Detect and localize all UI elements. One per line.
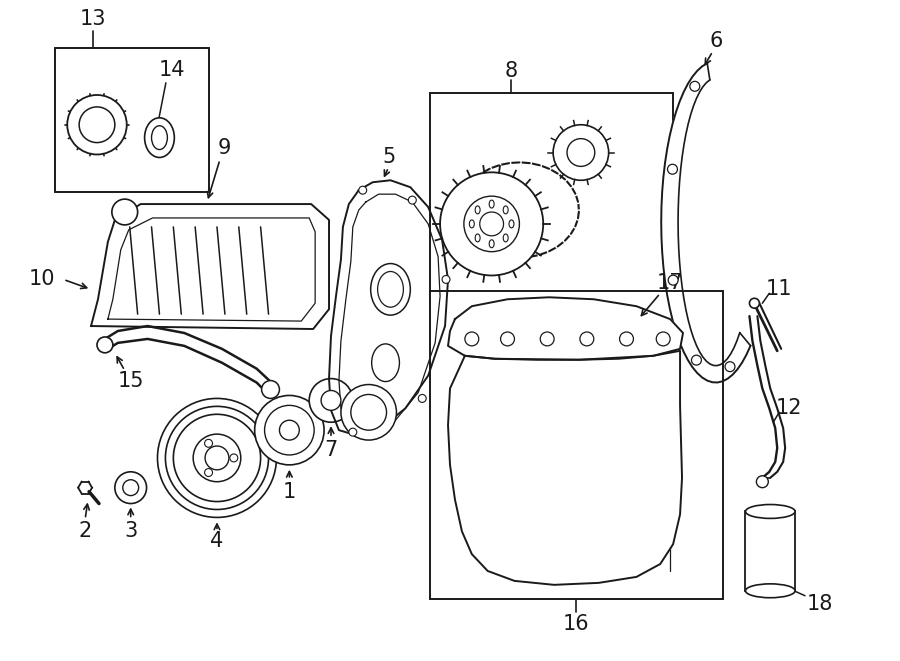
Circle shape — [690, 81, 700, 91]
Text: 8: 8 — [505, 61, 518, 81]
Circle shape — [656, 332, 670, 346]
Circle shape — [204, 440, 212, 447]
Ellipse shape — [372, 344, 400, 381]
Circle shape — [464, 196, 519, 252]
Circle shape — [725, 362, 735, 371]
Circle shape — [158, 399, 276, 518]
Circle shape — [465, 332, 479, 346]
Circle shape — [442, 276, 450, 284]
Circle shape — [166, 407, 268, 510]
Circle shape — [279, 420, 300, 440]
Circle shape — [580, 332, 594, 346]
Text: 12: 12 — [776, 399, 803, 418]
Bar — [745, 512, 795, 591]
Circle shape — [341, 385, 397, 440]
Circle shape — [115, 472, 147, 504]
Circle shape — [480, 212, 503, 236]
Text: 5: 5 — [382, 147, 395, 167]
Ellipse shape — [371, 264, 410, 315]
Bar — [55, 48, 209, 192]
Polygon shape — [448, 351, 682, 585]
Ellipse shape — [503, 234, 508, 242]
Ellipse shape — [378, 272, 403, 307]
Circle shape — [668, 165, 678, 175]
Circle shape — [567, 139, 595, 167]
Ellipse shape — [490, 200, 494, 208]
Circle shape — [409, 196, 417, 204]
Circle shape — [351, 395, 386, 430]
Circle shape — [668, 275, 678, 285]
Circle shape — [619, 332, 634, 346]
Circle shape — [194, 434, 241, 482]
Text: 10: 10 — [28, 270, 55, 290]
Circle shape — [310, 379, 353, 422]
Circle shape — [349, 428, 356, 436]
Circle shape — [750, 298, 760, 308]
Circle shape — [321, 391, 341, 410]
Circle shape — [359, 186, 366, 194]
Text: 3: 3 — [124, 522, 138, 541]
Text: 4: 4 — [211, 531, 223, 551]
Circle shape — [691, 355, 701, 365]
Bar — [430, 93, 673, 306]
Circle shape — [255, 395, 324, 465]
Text: 11: 11 — [766, 280, 793, 299]
Text: 9: 9 — [217, 137, 230, 157]
Circle shape — [440, 173, 544, 276]
Circle shape — [265, 405, 314, 455]
Ellipse shape — [503, 206, 508, 214]
Ellipse shape — [475, 234, 480, 242]
Circle shape — [174, 414, 261, 502]
Text: 16: 16 — [562, 613, 590, 633]
Ellipse shape — [145, 118, 175, 157]
Circle shape — [68, 95, 127, 155]
Circle shape — [122, 480, 139, 496]
Circle shape — [204, 469, 212, 477]
Circle shape — [554, 125, 608, 180]
Ellipse shape — [151, 126, 167, 149]
Text: 13: 13 — [80, 9, 106, 28]
Text: 14: 14 — [159, 60, 185, 80]
Text: 18: 18 — [806, 594, 833, 613]
Circle shape — [756, 476, 769, 488]
Circle shape — [500, 332, 515, 346]
Circle shape — [112, 199, 138, 225]
Circle shape — [205, 446, 229, 470]
Ellipse shape — [745, 504, 795, 518]
Text: 17: 17 — [657, 274, 683, 293]
Polygon shape — [91, 204, 329, 329]
Circle shape — [262, 381, 279, 399]
Text: 2: 2 — [78, 522, 92, 541]
Circle shape — [418, 395, 427, 403]
Text: 1: 1 — [283, 482, 296, 502]
Polygon shape — [662, 63, 751, 383]
Polygon shape — [448, 297, 683, 360]
Ellipse shape — [469, 220, 474, 228]
Text: 7: 7 — [324, 440, 338, 460]
Polygon shape — [329, 180, 448, 435]
Circle shape — [79, 107, 115, 143]
Ellipse shape — [475, 206, 480, 214]
Ellipse shape — [490, 240, 494, 248]
Circle shape — [97, 337, 112, 353]
Bar — [430, 292, 723, 599]
Text: 15: 15 — [118, 371, 144, 391]
Ellipse shape — [509, 220, 514, 228]
Circle shape — [230, 454, 238, 462]
Circle shape — [540, 332, 554, 346]
Ellipse shape — [745, 584, 795, 598]
Text: 6: 6 — [709, 32, 723, 52]
